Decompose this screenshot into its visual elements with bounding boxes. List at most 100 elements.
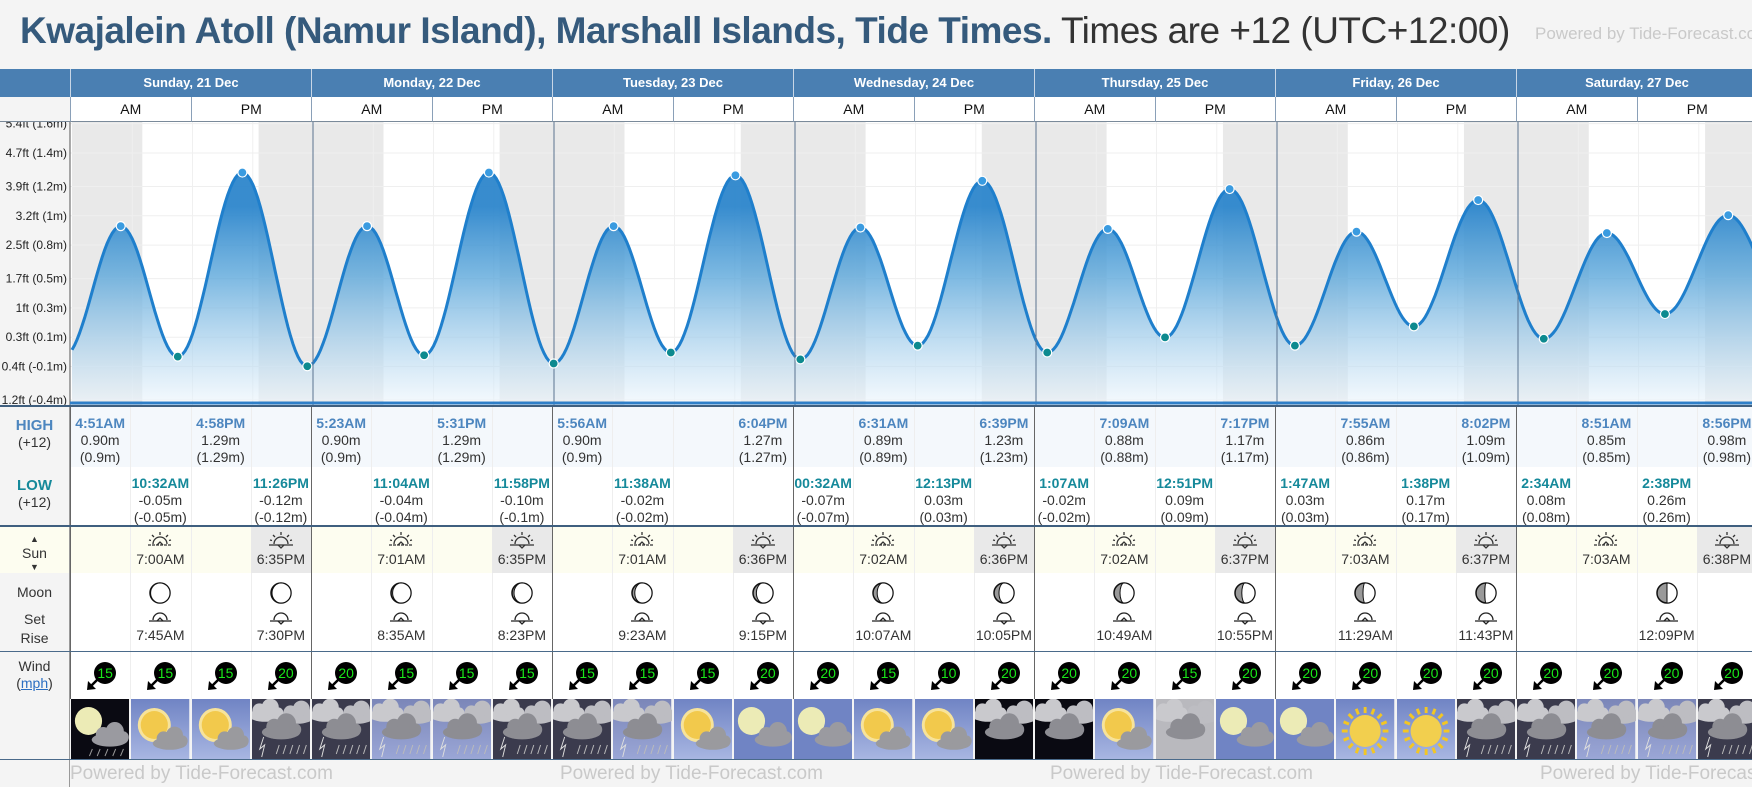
low-tide-point (172, 351, 183, 362)
high-tide-entry: 6:31AM 0.89m (0.89m) (853, 407, 913, 466)
wind-indicator: 20 (1472, 662, 1502, 692)
tide-height: 1.27m (743, 432, 783, 448)
high-tide-point (855, 222, 866, 233)
low-cell (431, 467, 492, 525)
moon-cell (793, 573, 854, 651)
weather-sun-cloud-icon (131, 699, 190, 759)
high-tide-point (1601, 227, 1612, 239)
low-tide-point (665, 347, 676, 358)
tide-height: -0.05m (138, 492, 183, 508)
sun-time: 6:36PM (738, 551, 787, 567)
moon-time: 8:35AM (377, 627, 426, 643)
tide-time: 2:34AM (1521, 475, 1572, 491)
tide-height: -0.02m (620, 492, 665, 508)
moonset-icon (1215, 609, 1275, 627)
tide-time: 12:13PM (915, 475, 973, 491)
low-tide-entry: 1:47AM 0.03m (0.03m) (1275, 467, 1335, 526)
low-cell (913, 467, 974, 525)
high-tide-point (1102, 223, 1113, 234)
tide-height: -0.04m (379, 492, 424, 508)
low-tide-point (1659, 308, 1671, 320)
moon-phase-icon (130, 581, 190, 609)
wind-indicator: 20 (327, 662, 358, 692)
low-tide-point (912, 340, 923, 351)
pm-label: PM (1636, 97, 1752, 122)
tide-time: 2:38PM (1642, 475, 1692, 491)
high-tide-entry: 4:58PM 1.29m (1.29m) (191, 407, 251, 466)
tide-height-alt: (-0.05m) (133, 509, 187, 525)
moon-time: 10:49AM (1096, 627, 1153, 643)
wind-indicator: 20 (1351, 662, 1382, 692)
low-cell (612, 467, 673, 525)
sunrise-entry: 7:01AM (371, 527, 431, 573)
day-header: Saturday, 27 Dec (1516, 69, 1752, 97)
moon-row-label: Moon Set Rise (0, 573, 70, 652)
weather-sun-icon (1396, 699, 1455, 759)
sunrise-icon (130, 531, 190, 551)
low-tide-entry: 00:32AM -0.07m (-0.07m) (793, 467, 853, 526)
moon-phase-icon (371, 581, 431, 609)
tide-time: 5:31PM (437, 415, 487, 431)
tide-height-alt: (0.9m) (320, 449, 362, 465)
sun-time: 7:03AM (1341, 551, 1390, 567)
weather-thunder-night-icon (1517, 699, 1576, 759)
high-cell (1696, 407, 1752, 467)
sun-cell (70, 527, 131, 573)
tide-time: 7:55AM (1340, 415, 1391, 431)
tide-time: 1:38PM (1401, 475, 1451, 491)
wind-indicator: 15 (387, 662, 418, 692)
weather-thunder-night-icon (1697, 699, 1752, 759)
divider (0, 759, 1752, 760)
low-cell (371, 467, 432, 525)
tide-height-alt: (1.23m) (979, 449, 1028, 465)
high-tide-entry: 7:09AM 0.88m (0.88m) (1094, 407, 1154, 466)
low-label: LOW (17, 477, 52, 494)
low-cell (130, 467, 191, 525)
weather-row-label (0, 699, 70, 760)
wind-speed: 20 (997, 662, 1020, 684)
tide-time: 8:56PM (1702, 415, 1752, 431)
moon-set-label: Set (23, 611, 45, 627)
wind-unit-link[interactable]: mph (20, 675, 49, 691)
moon-set-entry: 9:15PM (733, 573, 793, 651)
pm-label: PM (431, 97, 552, 122)
high-cell (973, 407, 1034, 467)
day-header: Wednesday, 24 Dec (793, 69, 1034, 97)
tide-height-alt: (1.27m) (738, 449, 787, 465)
moonrise-icon (1637, 609, 1697, 627)
watermark-footer-4: Powered by Tide-Forecast.com (1540, 763, 1752, 784)
moonset-icon (251, 609, 311, 627)
sunset-icon (1697, 531, 1752, 551)
tide-time: 12:51PM (1156, 475, 1214, 491)
weather-thunder-day-icon (1577, 699, 1636, 759)
moon-time: 11:29AM (1337, 627, 1393, 643)
wind-speed: 20 (274, 662, 297, 684)
weather-sun-cloud-icon (673, 699, 732, 759)
high-cell (70, 407, 131, 467)
tide-time: 1:47AM (1280, 475, 1331, 491)
tide-height-alt: (0.09m) (1160, 509, 1209, 525)
high-cell (1275, 407, 1336, 467)
sun-time: 7:03AM (1582, 551, 1631, 567)
tide-height-alt: (0.9m) (561, 449, 603, 465)
moon-rise-entry: 8:35AM (371, 573, 431, 651)
high-cell (311, 407, 372, 467)
high-tide-point (115, 221, 126, 232)
moon-time: 9:15PM (738, 627, 787, 643)
low-tide-point (1538, 333, 1549, 344)
wind-indicator: 20 (1291, 662, 1322, 692)
weather-moon-cloud-icon (733, 699, 792, 759)
tide-time: 00:32AM (794, 475, 852, 491)
wind-speed: 15 (696, 662, 719, 684)
wind-indicator: 20 (1231, 662, 1261, 692)
sunset-entry: 6:35PM (250, 527, 311, 573)
high-tide-entry: 5:23AM 0.90m (0.9m) (311, 407, 371, 466)
tide-height: 0.09m (1165, 492, 1205, 508)
moon-rise-entry: 7:45AM (130, 573, 190, 651)
tide-height-alt: (-0.12m) (254, 509, 308, 525)
wind-indicator: 20 (1050, 662, 1081, 692)
watermark-top: Powered by Tide-Forecast.com (1535, 24, 1752, 43)
wind-indicator: 15 (689, 662, 719, 692)
moon-phase-icon (1456, 581, 1516, 609)
sunset-entry: 6:38PM (1696, 527, 1752, 573)
